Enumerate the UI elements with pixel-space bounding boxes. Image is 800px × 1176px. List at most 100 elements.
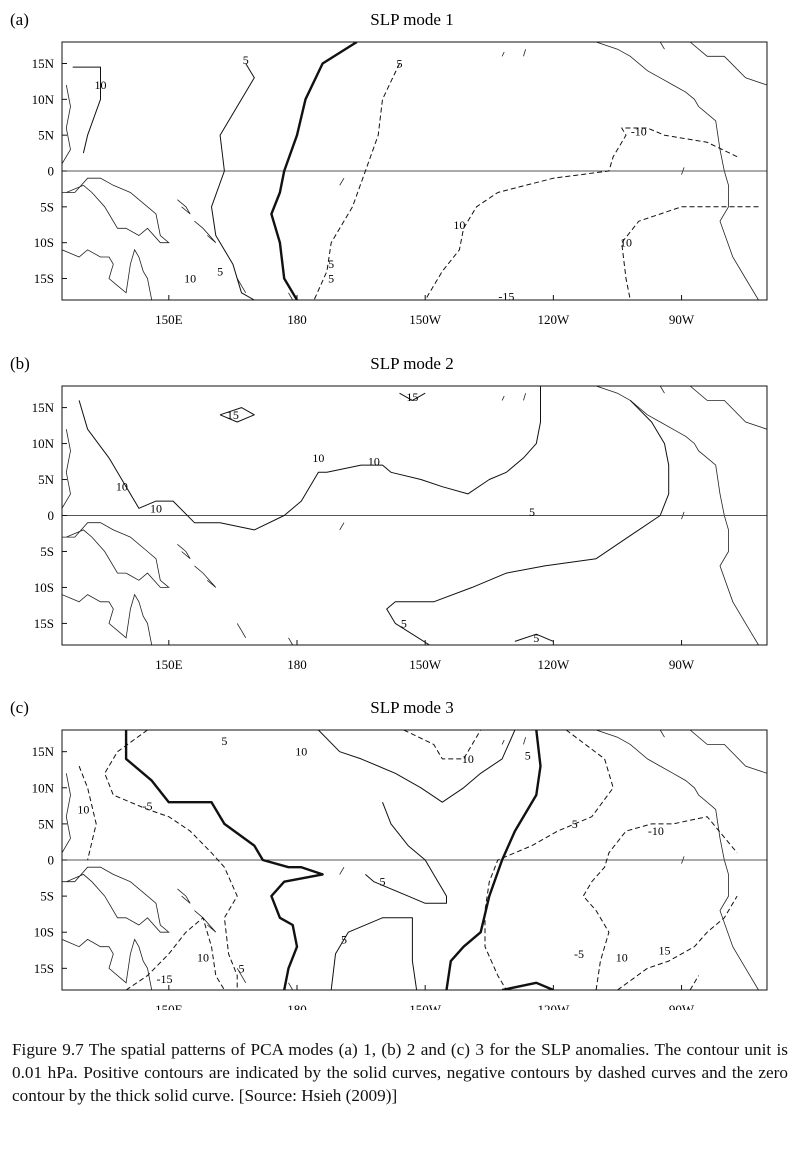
contour-negative [78, 765, 97, 861]
contour-label: 10 [77, 802, 89, 816]
coastline [288, 982, 294, 990]
y-tick-label: 5S [40, 199, 54, 214]
contour-label: -10 [648, 824, 664, 838]
coastline [62, 429, 71, 509]
y-tick-label: 15N [32, 56, 55, 71]
coastline [501, 395, 505, 401]
coastline [177, 888, 191, 904]
coastline [595, 386, 708, 459]
panel-letter: (a) [10, 10, 29, 29]
contour-label: 10 [184, 272, 196, 286]
contour-positive [365, 802, 447, 904]
x-tick-label: 90W [669, 1002, 695, 1010]
contour-label: 15 [227, 408, 239, 422]
contour-negative [689, 975, 700, 990]
contour-label: 15 [658, 943, 670, 957]
panel-title: SLP mode 1 [370, 10, 453, 29]
y-tick-label: 0 [48, 508, 55, 523]
coastline [706, 801, 759, 990]
contour-label: 5 [529, 505, 535, 519]
contour-label: 10 [453, 218, 465, 232]
panel-title: SLP mode 2 [370, 354, 453, 373]
contour-label: 10 [197, 951, 209, 965]
contour-label: 15 [406, 390, 418, 404]
contour-label: 5 [217, 264, 223, 278]
panel-1: (a) SLP mode 1105-105101051055-1515N10N5N… [10, 10, 768, 327]
coastline [523, 393, 526, 401]
figure-panels: (a) SLP mode 1 10 5 -10 5 10 10 5 10 5 5 -15 15N 10N 5N… [10, 10, 768, 1010]
contour-label: -15 [498, 289, 514, 303]
contour-negative [424, 127, 738, 300]
contour-label: 5 [221, 734, 227, 748]
coastline [339, 866, 345, 875]
contour-label: 10 [368, 455, 380, 469]
coastline [501, 739, 505, 745]
coastline [689, 386, 767, 430]
y-tick-label: 5N [38, 128, 55, 143]
figure-caption: Figure 9.7 The spatial patterns of PCA m… [12, 1040, 788, 1105]
coastline [659, 730, 665, 738]
coastline [288, 637, 294, 645]
panel-letter: (b) [10, 354, 30, 373]
panel-letter: (c) [10, 698, 29, 717]
contour-label: 10 [312, 451, 324, 465]
coastline [62, 177, 170, 244]
contour-negative [403, 730, 482, 760]
coastline [177, 543, 191, 560]
contour-label: 10 [295, 745, 307, 759]
coastline [236, 623, 247, 639]
x-tick-label: 180 [287, 657, 307, 672]
contour-positive [72, 66, 101, 154]
contour-label: 10 [94, 78, 106, 92]
y-tick-label: 15S [34, 961, 54, 976]
y-tick-label: 0 [48, 853, 55, 868]
contour-positive [292, 730, 516, 803]
y-tick-label: 10N [32, 436, 55, 451]
contour-label: -5 [574, 947, 584, 961]
coastline [194, 910, 217, 933]
coastline [62, 866, 170, 933]
x-tick-label: 120W [537, 1002, 570, 1010]
x-tick-label: 120W [537, 657, 570, 672]
coastline [62, 593, 153, 645]
contour-label: 10 [620, 236, 632, 250]
contour-negative [313, 63, 400, 300]
coastline [194, 565, 217, 588]
contour-label: 5 [525, 748, 531, 762]
x-tick-label: 150E [155, 657, 183, 672]
coastline [288, 292, 294, 300]
contour-label: -10 [631, 125, 647, 139]
coastline [595, 42, 708, 115]
x-tick-label: 150E [155, 312, 183, 327]
x-tick-label: 150E [155, 1002, 183, 1010]
contour-label: -5 [142, 799, 152, 813]
contour-label: 10 [462, 752, 474, 766]
contour-zero [270, 42, 358, 300]
coastline [689, 730, 767, 774]
contour-positive [514, 633, 554, 642]
contour-zero [445, 730, 542, 990]
contour-negative [484, 730, 614, 990]
x-tick-label: 150W [409, 1002, 442, 1010]
coastline [689, 42, 767, 86]
contour-label: 10 [150, 501, 162, 515]
contour-label: 10 [616, 951, 628, 965]
y-tick-label: 10S [34, 580, 54, 595]
coastline [339, 522, 345, 531]
coastline [224, 1004, 237, 1010]
coastline [501, 51, 505, 57]
y-tick-label: 5S [40, 889, 54, 904]
plot-area: 15 15 10 10 10 10 5 5 5 [62, 386, 767, 645]
contour-negative [104, 730, 238, 990]
y-tick-label: 10N [32, 92, 55, 107]
coastline [339, 177, 345, 186]
y-tick-label: 10S [34, 925, 54, 940]
contour-label: 5 [238, 961, 244, 975]
y-tick-label: 15N [32, 744, 55, 759]
y-tick-label: 5N [38, 472, 55, 487]
x-tick-label: 180 [287, 1002, 307, 1010]
contour-positive [78, 386, 541, 531]
contour-negative [582, 816, 738, 990]
contour-label: 5 [572, 817, 578, 831]
contour-label: 10 [116, 480, 128, 494]
